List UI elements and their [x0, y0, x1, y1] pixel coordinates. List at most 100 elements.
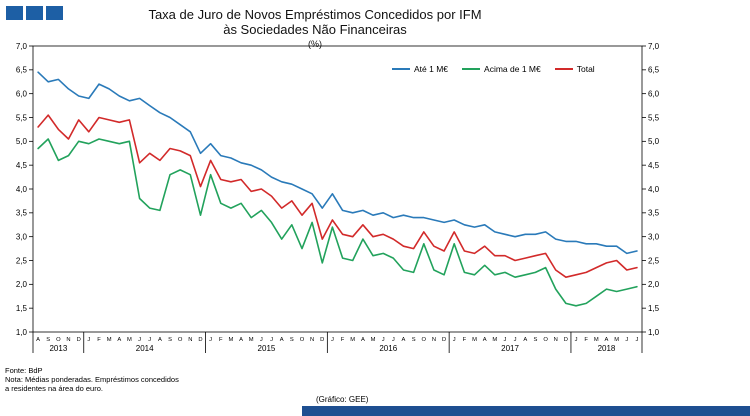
svg-text:1,0: 1,0	[16, 328, 28, 337]
svg-text:3,5: 3,5	[648, 209, 660, 218]
svg-text:A: A	[158, 337, 162, 343]
svg-text:F: F	[341, 337, 345, 343]
svg-text:J: J	[392, 337, 395, 343]
svg-text:M: M	[107, 337, 112, 343]
svg-text:D: D	[77, 337, 81, 343]
svg-text:J: J	[260, 337, 263, 343]
chart-area: 7,0 7,0 6,5 6,5 6,0 6,0 5,5 5,5 5,0 5,0 4,5 4,5 4,0 4…	[0, 40, 750, 362]
svg-text:J: J	[514, 337, 517, 343]
logo	[6, 6, 63, 20]
svg-text:N: N	[66, 337, 70, 343]
footer-notes: Fonte: BdP Nota: Médias ponderadas. Empr…	[5, 366, 179, 393]
legend-item: Até 1 M€	[392, 64, 448, 74]
svg-text:1,0: 1,0	[648, 328, 660, 337]
svg-text:2,5: 2,5	[16, 256, 28, 265]
year-labels: 2013 2014 2015 2016 2017 2018	[32, 332, 643, 353]
svg-text:4,0: 4,0	[16, 185, 28, 194]
svg-text:D: D	[320, 337, 324, 343]
series-line	[37, 114, 638, 278]
svg-text:1,5: 1,5	[16, 304, 28, 313]
svg-text:F: F	[97, 337, 101, 343]
svg-text:J: J	[270, 337, 273, 343]
svg-text:2015: 2015	[258, 344, 276, 353]
svg-text:O: O	[178, 337, 183, 343]
svg-text:M: M	[249, 337, 254, 343]
svg-text:J: J	[148, 337, 151, 343]
plot-border	[32, 45, 643, 333]
chart-svg: 7,0 7,0 6,5 6,5 6,0 6,0 5,5 5,5 5,0 5,0 4,5 4,5 4,0 4…	[16, 42, 660, 353]
svg-text:A: A	[117, 337, 121, 343]
chart-title-block: Taxa de Juro de Novos Empréstimos Conced…	[0, 7, 630, 49]
svg-text:3,0: 3,0	[16, 232, 28, 241]
svg-text:O: O	[543, 337, 548, 343]
svg-text:2,5: 2,5	[648, 256, 660, 265]
legend-label: Total	[576, 64, 595, 74]
svg-text:A: A	[523, 337, 527, 343]
svg-text:M: M	[229, 337, 234, 343]
svg-text:J: J	[635, 337, 638, 343]
svg-text:M: M	[492, 337, 497, 343]
svg-text:N: N	[432, 337, 436, 343]
svg-text:A: A	[36, 337, 40, 343]
logo-square-icon	[6, 6, 23, 20]
svg-text:5,0: 5,0	[648, 137, 660, 146]
series-line	[37, 138, 638, 307]
svg-text:J: J	[504, 337, 507, 343]
svg-text:6,0: 6,0	[16, 89, 28, 98]
svg-text:A: A	[361, 337, 365, 343]
legend-label: Acima de 1 M€	[484, 64, 541, 74]
svg-text:7,0: 7,0	[648, 42, 660, 51]
svg-text:4,5: 4,5	[16, 161, 28, 170]
svg-text:A: A	[239, 337, 243, 343]
svg-text:6,5: 6,5	[648, 66, 660, 75]
svg-text:D: D	[198, 337, 202, 343]
page-title-line2: às Sociedades Não Financeiras	[223, 22, 407, 37]
svg-text:3,5: 3,5	[16, 209, 28, 218]
svg-text:5,5: 5,5	[648, 113, 660, 122]
svg-text:A: A	[605, 337, 609, 343]
svg-text:S: S	[290, 337, 294, 343]
svg-text:J: J	[575, 337, 578, 343]
svg-text:J: J	[453, 337, 456, 343]
page-title-line1: Taxa de Juro de Novos Empréstimos Conced…	[148, 7, 482, 22]
svg-text:J: J	[209, 337, 212, 343]
svg-text:M: M	[594, 337, 599, 343]
svg-text:N: N	[188, 337, 192, 343]
svg-text:J: J	[138, 337, 141, 343]
legend-line-swatch	[392, 68, 410, 70]
series-line	[37, 71, 638, 255]
legend-item: Acima de 1 M€	[462, 64, 541, 74]
y-axis-ticks-and-labels: 7,0 7,0 6,5 6,5 6,0 6,0 5,5 5,5 5,0 5,0 4,5 4,5 4,0 4…	[16, 42, 660, 337]
svg-text:5,0: 5,0	[16, 137, 28, 146]
chart-legend: Até 1 M€ Acima de 1 M€ Total	[392, 64, 595, 74]
series-lines	[37, 71, 638, 307]
credit-note: (Gráfico: GEE)	[316, 395, 369, 404]
svg-text:7,0: 7,0	[16, 42, 28, 51]
chart-subtitle: (%)	[308, 39, 322, 49]
svg-text:M: M	[127, 337, 132, 343]
svg-text:A: A	[483, 337, 487, 343]
svg-text:6,0: 6,0	[648, 89, 660, 98]
legend-line-swatch	[462, 68, 481, 70]
svg-text:1,5: 1,5	[648, 304, 660, 313]
svg-text:O: O	[300, 337, 305, 343]
svg-text:D: D	[564, 337, 568, 343]
svg-text:M: M	[614, 337, 619, 343]
svg-text:4,0: 4,0	[648, 185, 660, 194]
svg-text:J: J	[331, 337, 334, 343]
svg-text:M: M	[350, 337, 355, 343]
svg-text:2,0: 2,0	[648, 280, 660, 289]
svg-text:S: S	[533, 337, 537, 343]
svg-text:M: M	[472, 337, 477, 343]
method-note-line2: a residentes na área do euro.	[5, 384, 103, 393]
legend-line-swatch	[554, 68, 573, 70]
svg-text:3,0: 3,0	[648, 232, 660, 241]
svg-text:2016: 2016	[379, 344, 397, 353]
svg-text:2013: 2013	[49, 344, 67, 353]
svg-text:D: D	[442, 337, 446, 343]
svg-text:O: O	[56, 337, 61, 343]
svg-text:A: A	[280, 337, 284, 343]
legend-item: Total	[554, 64, 595, 74]
logo-square-icon	[26, 6, 43, 20]
